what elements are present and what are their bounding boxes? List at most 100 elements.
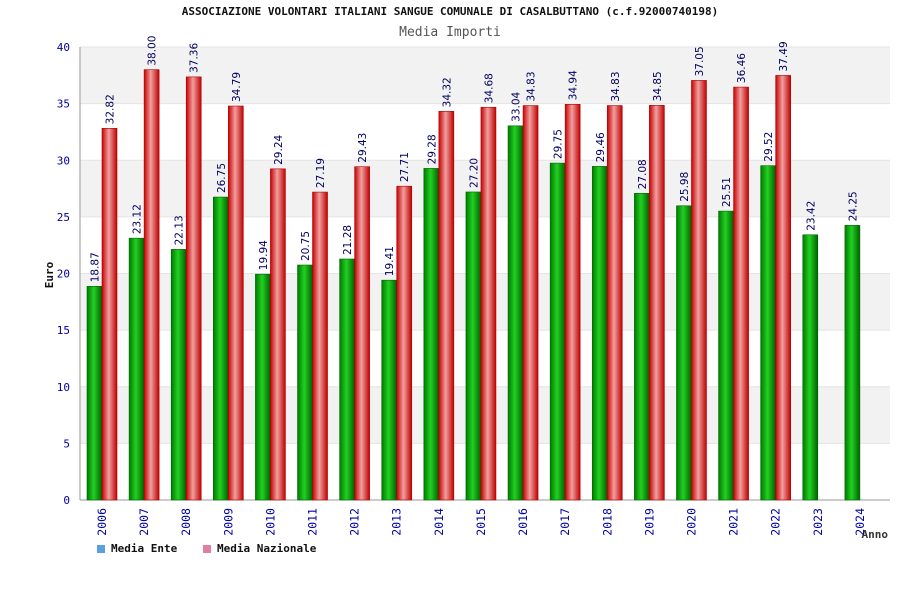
bar-media-nazionale [522, 105, 539, 501]
data-label: 23.12 [132, 204, 144, 234]
data-label: 18.87 [90, 252, 102, 282]
x-tick-label: 2011 [306, 508, 320, 536]
data-label: 34.94 [568, 70, 580, 100]
data-label: 29.52 [763, 132, 775, 162]
data-label: 34.83 [610, 71, 622, 101]
bar-media-nazionale [775, 75, 791, 501]
bar-media-nazionale [228, 105, 244, 501]
data-label: 27.08 [637, 159, 649, 189]
legend-label-media-ente: Media Ente [111, 542, 178, 555]
x-tick-label: 2018 [600, 508, 614, 536]
legend-label-media-nazionale: Media Nazionale [217, 542, 317, 555]
x-tick-label: 2019 [642, 508, 656, 536]
x-axis-title: Anno [862, 528, 889, 541]
bar-media-ente [802, 234, 819, 501]
y-tick-label: 20 [57, 268, 70, 281]
bar-media-nazionale [691, 80, 707, 501]
x-tick-label: 2024 [853, 508, 867, 536]
data-label: 27.20 [468, 158, 480, 188]
data-label: 25.51 [721, 177, 733, 207]
x-tick-label: 2015 [474, 508, 488, 536]
bar-media-nazionale [606, 105, 623, 501]
grid-band [80, 47, 890, 104]
bar-media-nazionale [143, 69, 160, 501]
bar-media-ente [591, 166, 608, 501]
y-tick-label: 30 [57, 154, 70, 167]
bar-media-nazionale [564, 104, 581, 501]
y-tick-label: 0 [63, 494, 70, 507]
data-label: 34.32 [441, 77, 453, 107]
bar-media-ente [634, 193, 650, 501]
bar-media-ente [507, 125, 524, 501]
data-label: 27.19 [315, 158, 327, 188]
data-label: 37.36 [189, 43, 201, 73]
data-label: 26.75 [216, 163, 228, 193]
bar-media-nazionale [396, 185, 413, 501]
data-label: 27.71 [399, 152, 411, 182]
data-label: 24.25 [847, 191, 859, 221]
legend-item-media-nazionale: Media Nazionale [203, 542, 316, 555]
x-tick-label: 2006 [95, 508, 109, 536]
data-label: 23.42 [805, 201, 817, 231]
legend-item-media-ente: Media Ente [97, 542, 177, 555]
data-label: 20.75 [300, 231, 312, 261]
bar-media-ente [676, 205, 692, 501]
y-tick-label: 15 [57, 324, 70, 337]
bar-media-nazionale [270, 168, 286, 501]
data-label: 33.04 [511, 91, 523, 121]
bar-media-ente [760, 165, 776, 501]
legend-swatch-media-nazionale [203, 544, 211, 553]
data-label: 32.82 [105, 94, 117, 124]
bar-media-ente [128, 237, 145, 501]
y-axis-title: Euro [43, 261, 56, 288]
data-label: 19.94 [258, 240, 270, 270]
x-tick-label: 2022 [769, 508, 783, 536]
bar-media-ente [339, 258, 355, 501]
bar-media-nazionale [480, 106, 497, 501]
data-label: 34.85 [652, 71, 664, 101]
x-tick-label: 2023 [811, 508, 825, 536]
y-tick-label: 10 [57, 381, 70, 394]
x-tick-label: 2010 [263, 508, 277, 536]
x-tick-label: 2012 [348, 508, 362, 536]
bar-media-nazionale [733, 86, 749, 501]
x-tick-label: 2008 [179, 508, 193, 536]
bar-media-ente [381, 279, 398, 501]
chart-title: ASSOCIAZIONE VOLONTARI ITALIANI SANGUE C… [181, 5, 719, 18]
bar-media-nazionale [185, 76, 202, 501]
data-label: 25.98 [679, 172, 691, 202]
bar-media-nazionale [438, 111, 455, 501]
legend-swatch-media-ente [97, 544, 105, 553]
bar-media-ente [170, 249, 187, 501]
data-label: 29.46 [595, 132, 607, 162]
data-label: 38.00 [147, 36, 159, 66]
bar-media-ente [86, 285, 103, 501]
x-tick-label: 2021 [727, 508, 741, 536]
x-tick-label: 2014 [432, 508, 446, 536]
data-label: 29.43 [357, 133, 369, 163]
x-tick-label: 2007 [137, 508, 151, 536]
data-label: 21.28 [342, 225, 354, 255]
data-label: 34.83 [526, 71, 538, 101]
y-tick-label: 40 [57, 41, 70, 54]
bar-media-ente [718, 210, 734, 501]
bar-media-ente [297, 264, 313, 501]
bar-media-ente [465, 191, 482, 501]
chart-subtitle: Media Importi [399, 25, 501, 40]
bar-media-ente [423, 168, 440, 501]
y-tick-label: 5 [63, 437, 70, 450]
data-label: 29.24 [273, 134, 285, 164]
bar-media-nazionale [101, 128, 118, 501]
data-label: 19.41 [384, 246, 396, 276]
bar-media-nazionale [649, 105, 665, 501]
bar-media-nazionale [354, 166, 370, 501]
data-label: 34.79 [231, 72, 243, 102]
bar-media-ente [255, 273, 271, 501]
x-tick-label: 2013 [390, 508, 404, 536]
data-label: 37.05 [694, 46, 706, 76]
bar-media-ente [549, 162, 566, 501]
bar-media-ente [213, 196, 229, 501]
x-tick-label: 2017 [558, 508, 572, 536]
data-label: 29.75 [553, 129, 565, 159]
